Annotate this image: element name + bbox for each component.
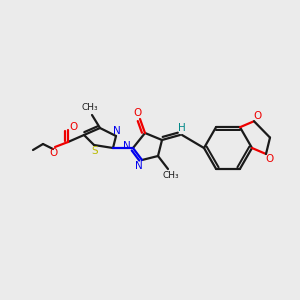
Text: N: N bbox=[135, 161, 143, 171]
Text: O: O bbox=[134, 108, 142, 118]
Text: N: N bbox=[113, 126, 121, 136]
Text: CH₃: CH₃ bbox=[82, 103, 98, 112]
Text: O: O bbox=[253, 111, 261, 121]
Text: S: S bbox=[92, 146, 98, 156]
Text: CH₃: CH₃ bbox=[163, 170, 179, 179]
Text: O: O bbox=[69, 122, 77, 132]
Text: H: H bbox=[178, 123, 186, 133]
Text: N: N bbox=[123, 141, 131, 151]
Text: O: O bbox=[50, 148, 58, 158]
Text: O: O bbox=[265, 154, 273, 164]
